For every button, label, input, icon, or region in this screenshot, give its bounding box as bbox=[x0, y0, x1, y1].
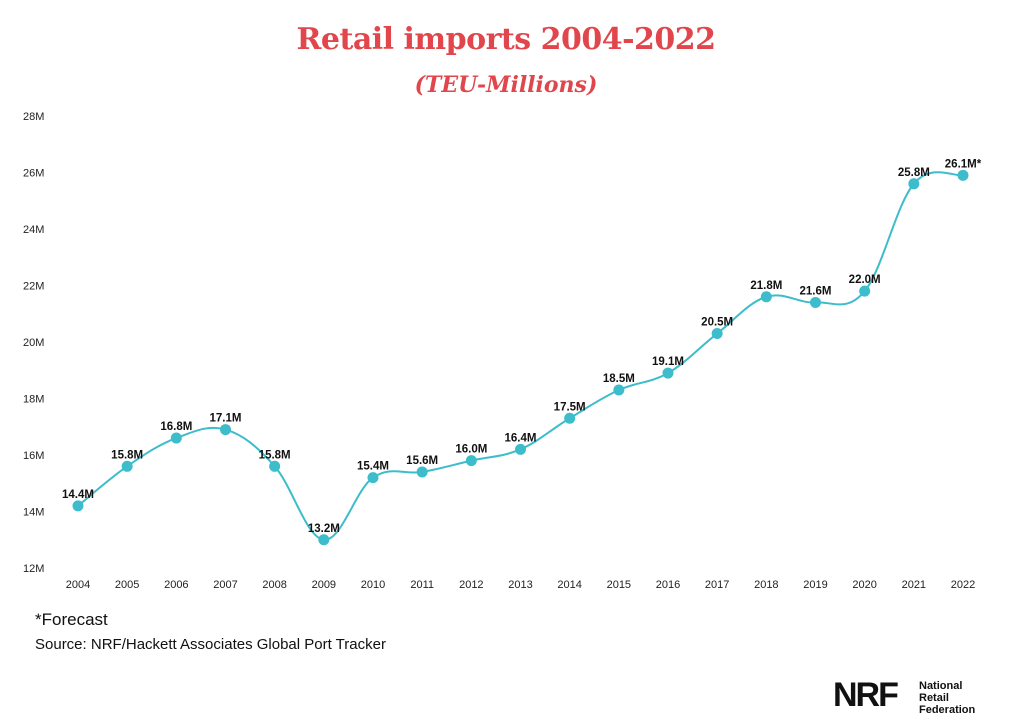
data-label: 18.5M bbox=[603, 373, 635, 385]
data-point bbox=[269, 460, 281, 472]
data-label: 25.8M bbox=[898, 167, 930, 179]
x-tick-label: 2013 bbox=[508, 579, 532, 591]
y-tick-label: 12M bbox=[23, 563, 44, 575]
y-tick-label: 22M bbox=[23, 281, 44, 293]
chart-title: Retail imports 2004-2022 bbox=[296, 22, 716, 57]
data-label: 15.8M bbox=[111, 449, 143, 461]
x-tick-label: 2021 bbox=[902, 579, 926, 591]
data-point bbox=[662, 367, 674, 379]
x-tick-label: 2015 bbox=[607, 579, 631, 591]
y-tick-label: 28M bbox=[23, 111, 44, 123]
x-tick-label: 2009 bbox=[312, 579, 336, 591]
x-tick-label: 2011 bbox=[410, 579, 434, 591]
x-tick-label: 2010 bbox=[361, 579, 385, 591]
x-tick-label: 2008 bbox=[262, 579, 286, 591]
data-label: 16.4M bbox=[505, 432, 537, 444]
x-tick-label: 2017 bbox=[705, 579, 729, 591]
x-tick-label: 2005 bbox=[115, 579, 139, 591]
data-point bbox=[810, 296, 821, 308]
data-point bbox=[318, 534, 330, 546]
data-point bbox=[515, 443, 526, 455]
y-tick-label: 16M bbox=[23, 450, 44, 462]
x-tick-label: 2020 bbox=[852, 579, 876, 591]
x-tick-label: 2006 bbox=[164, 579, 188, 591]
line-chart: 12M 14M 16M 18M 20M 22M 24M 26M 28M 2004 2005 2006 2… bbox=[23, 111, 982, 591]
nrf-logo-mark: NRF bbox=[833, 676, 899, 714]
data-label: 17.1M bbox=[210, 413, 242, 425]
data-label: 19.1M bbox=[652, 356, 684, 368]
y-tick-label: 26M bbox=[23, 168, 44, 180]
y-tick-label: 24M bbox=[23, 224, 44, 236]
x-tick-label: 2016 bbox=[656, 579, 680, 591]
data-point bbox=[416, 466, 428, 478]
y-tick-label: 18M bbox=[23, 394, 44, 406]
x-tick-label: 2018 bbox=[754, 579, 778, 591]
x-tick-label: 2004 bbox=[66, 579, 90, 591]
data-label: 21.8M bbox=[750, 280, 782, 292]
source-note: Source: NRF/Hackett Associates Global Po… bbox=[35, 636, 386, 653]
data-label: 14.4M bbox=[62, 489, 94, 501]
data-label: 20.5M bbox=[701, 317, 733, 329]
data-label: 15.4M bbox=[357, 461, 389, 473]
data-point bbox=[220, 424, 231, 436]
x-tick-label: 2007 bbox=[213, 579, 237, 591]
data-label: 15.6M bbox=[406, 455, 438, 467]
data-point bbox=[908, 178, 920, 190]
series-line bbox=[77, 171, 964, 541]
data-label: 16.0M bbox=[455, 444, 487, 456]
data-point bbox=[564, 412, 576, 424]
data-point bbox=[170, 432, 182, 444]
data-point bbox=[72, 500, 84, 512]
forecast-footnote: *Forecast bbox=[35, 610, 108, 629]
data-point bbox=[711, 328, 723, 340]
data-point bbox=[859, 285, 871, 297]
y-tick-label: 20M bbox=[23, 337, 44, 349]
data-point bbox=[957, 169, 969, 181]
data-point bbox=[367, 472, 379, 484]
data-point bbox=[613, 384, 625, 396]
chart-subtitle: (TEU-Millions) bbox=[414, 72, 598, 98]
data-label: 16.8M bbox=[160, 421, 192, 433]
data-label: 22.0M bbox=[849, 274, 881, 286]
data-label: 15.8M bbox=[259, 449, 291, 461]
y-tick-label: 14M bbox=[23, 507, 44, 519]
data-point bbox=[760, 291, 772, 303]
data-point bbox=[121, 460, 133, 472]
data-point bbox=[465, 455, 477, 467]
data-label: 17.5M bbox=[554, 401, 586, 413]
x-tick-label: 2014 bbox=[557, 579, 581, 591]
nrf-logo-text: National Retail Federation bbox=[919, 680, 976, 716]
data-label: 26.1M* bbox=[945, 158, 982, 170]
x-tick-label: 2012 bbox=[459, 579, 483, 591]
data-label: 21.6M bbox=[800, 285, 832, 297]
data-label: 13.2M bbox=[308, 523, 340, 535]
x-tick-label: 2022 bbox=[951, 579, 975, 591]
x-tick-label: 2019 bbox=[803, 579, 827, 591]
